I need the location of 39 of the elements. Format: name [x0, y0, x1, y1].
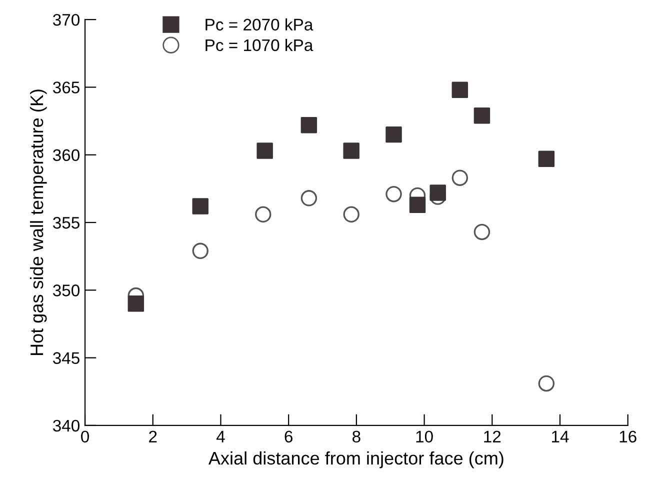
x-tick-label: 8	[352, 430, 360, 443]
x-tick-label: 0	[81, 430, 90, 443]
x-tick-label: 12	[484, 430, 501, 442]
point	[474, 107, 490, 124]
x-tick-label: 4	[216, 430, 225, 442]
y-axis-title: Hot gas side wall temperature (K)	[30, 90, 47, 355]
point	[192, 242, 208, 260]
point	[343, 206, 360, 222]
y-tick-label: 360	[52, 149, 80, 162]
point	[192, 198, 208, 214]
point	[538, 375, 555, 392]
point	[128, 296, 144, 312]
point	[452, 170, 468, 186]
y-tick-label: 340	[52, 420, 80, 432]
y-tick-label: 365	[52, 82, 80, 94]
y-tick-label: 355	[52, 216, 80, 229]
point	[256, 142, 273, 159]
point	[255, 206, 272, 222]
point	[409, 196, 426, 214]
legend-label: Pc = 2070 kPa	[206, 18, 314, 31]
legend-label: Pc = 1070 kPa	[206, 38, 314, 52]
point	[430, 184, 446, 201]
x-tick-label: 14	[552, 430, 569, 442]
point	[538, 150, 555, 168]
x-axis-title: Axial distance from injector face (cm)	[208, 451, 504, 468]
y-tick-label: 370	[52, 14, 80, 26]
x-tick-label: 10	[416, 430, 433, 443]
point	[343, 142, 360, 159]
point	[452, 82, 468, 98]
x-tick-label: 16	[620, 430, 636, 443]
y-tick-label: 345	[52, 352, 80, 364]
y-tick-label: 350	[52, 284, 80, 296]
x-tick-label: 6	[284, 430, 292, 443]
point	[386, 126, 402, 143]
point	[386, 186, 402, 202]
x-tick-label: 2	[149, 430, 157, 442]
point	[300, 116, 318, 134]
point	[474, 224, 490, 240]
point	[300, 190, 318, 206]
